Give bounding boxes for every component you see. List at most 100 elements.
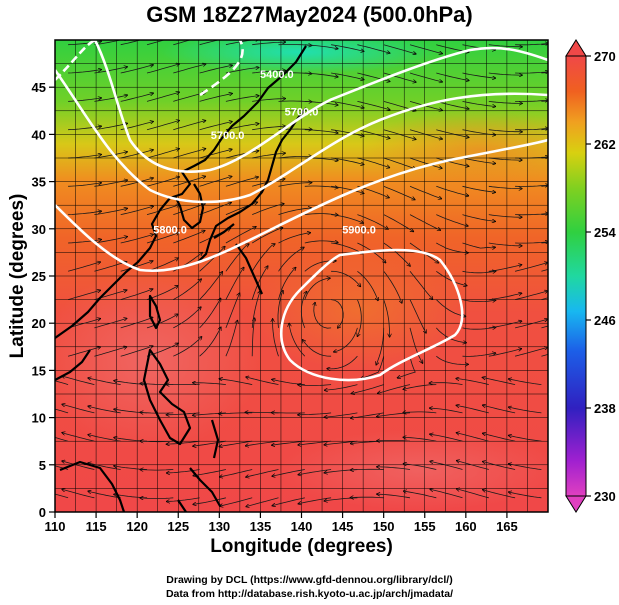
streamline [409, 271, 433, 299]
streamline [436, 242, 468, 253]
x-tick-label: 110 [45, 519, 66, 534]
streamline [383, 214, 414, 232]
streamline [289, 323, 306, 357]
streamline [409, 72, 442, 82]
streamline [193, 383, 226, 385]
streamline [199, 247, 225, 272]
streamline [314, 303, 332, 329]
streamline [120, 206, 154, 215]
streamline [378, 384, 411, 394]
streamline [515, 185, 548, 186]
streamline [55, 437, 69, 442]
streamline [541, 325, 548, 329]
streamline [409, 214, 440, 231]
streamline [361, 356, 385, 378]
streamline [303, 340, 332, 357]
streamline [62, 433, 95, 442]
streamline [219, 440, 253, 446]
streamline [251, 244, 275, 272]
streamline [515, 214, 548, 215]
streamline [383, 185, 415, 199]
streamline [67, 262, 100, 272]
streamline [120, 150, 154, 159]
colorbar-min-arrow [565, 495, 587, 513]
y-axis-ticks: 0 5 10 15 20 25 30 35 40 45 [32, 80, 55, 520]
streamline [62, 404, 95, 414]
x-tick-label: 120 [126, 519, 148, 534]
streamline [304, 44, 338, 49]
streamline [515, 347, 547, 357]
streamline [272, 497, 305, 506]
streamline [327, 355, 358, 369]
streamline [94, 95, 127, 102]
streamline [62, 461, 95, 470]
streamline [88, 463, 121, 470]
streamline [173, 149, 205, 159]
streamline [146, 64, 179, 74]
streamline [199, 122, 233, 131]
streamline [377, 467, 411, 470]
streamline [383, 72, 416, 82]
streamline [68, 98, 101, 102]
colorbar-tick-label: 270 [594, 49, 616, 64]
streamline [88, 406, 121, 414]
y-axis-label: Latitude (degrees) [7, 193, 28, 359]
streamline [55, 408, 69, 414]
streamline [146, 258, 178, 272]
streamline [462, 214, 496, 222]
streamline [430, 489, 463, 499]
x-tick-label: 160 [455, 519, 477, 534]
contour-label: 5900.0 [342, 225, 376, 237]
streamline [193, 469, 226, 476]
streamline [167, 497, 200, 502]
streamline [403, 437, 437, 442]
contour-labels: 5400.0 5700.0 5700.0 5800.0 5900.0 [153, 69, 376, 237]
streamline [509, 407, 542, 414]
streamline [409, 299, 426, 333]
streamline [88, 378, 121, 385]
streamline [541, 213, 548, 215]
streamline [278, 247, 305, 272]
streamline [140, 441, 174, 442]
streamline [252, 179, 285, 187]
streamline [541, 269, 548, 272]
streamline [120, 234, 154, 244]
streamline [298, 385, 332, 386]
y-tick-label: 40 [32, 127, 46, 142]
streamline [94, 318, 126, 329]
streamline [509, 379, 542, 385]
streamline [199, 149, 232, 159]
streamline [409, 157, 442, 168]
streamline [456, 379, 489, 385]
streamline [436, 72, 469, 81]
streamline [251, 228, 282, 244]
streamline [409, 327, 423, 363]
y-tick-label: 35 [32, 175, 46, 190]
streamline [397, 356, 416, 378]
streamline [88, 491, 121, 499]
streamline [488, 157, 522, 160]
streamline [488, 242, 522, 246]
streamline [304, 101, 338, 105]
colorbar-max-arrow [565, 39, 587, 57]
streamline [251, 291, 260, 328]
streamline [68, 155, 101, 159]
streamline [509, 435, 542, 442]
streamline [509, 492, 542, 499]
streamline [483, 433, 516, 442]
streamline [357, 44, 389, 53]
streamline [146, 149, 179, 159]
x-axis-label: Longitude (degrees) [210, 536, 393, 557]
streamline [409, 185, 442, 198]
streamline [94, 180, 127, 187]
streamline [509, 464, 542, 470]
streamline [377, 441, 411, 442]
streamline [55, 493, 69, 499]
streamline [94, 123, 127, 131]
streamline [173, 307, 201, 329]
streamline [298, 412, 332, 415]
streamline [246, 377, 279, 385]
y-tick-label: 15 [32, 363, 46, 378]
streamline [120, 261, 153, 272]
credit-data-source: Data from http://database.rish.kyoto-u.a… [165, 588, 454, 600]
